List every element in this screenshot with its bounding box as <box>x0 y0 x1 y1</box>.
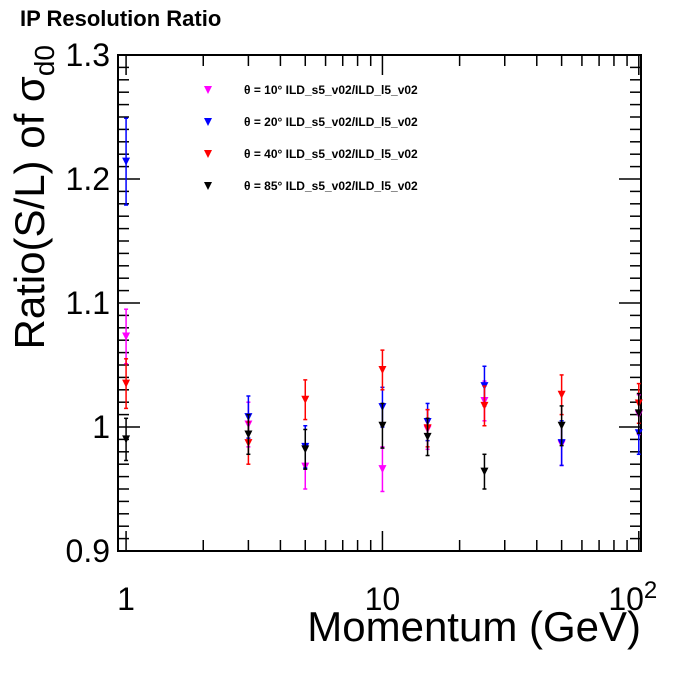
y-axis-title-main: Ratio(S/L) of σ <box>6 76 53 349</box>
data-point-theta-10 <box>122 332 131 341</box>
data-point-theta-40 <box>122 379 131 388</box>
data-points <box>122 117 643 493</box>
axis-ticks <box>118 54 641 552</box>
data-point-theta-20 <box>122 157 131 166</box>
data-point-theta-85 <box>301 445 310 454</box>
data-point-theta-10 <box>378 465 387 474</box>
data-point-theta-85 <box>557 421 566 430</box>
legend-label-theta-40: θ = 40° ILD_s5_v02/ILD_l5_v02 <box>244 147 418 161</box>
y-tick-label: 0.9 <box>66 533 110 569</box>
data-point-theta-40 <box>557 390 566 399</box>
x-tick-label: 10 <box>365 581 401 617</box>
x-tick-label: 1 <box>117 581 135 617</box>
legend-label-theta-10: θ = 10° ILD_s5_v02/ILD_l5_v02 <box>244 83 418 97</box>
legend-label-theta-20: θ = 20° ILD_s5_v02/ILD_l5_v02 <box>244 115 418 129</box>
data-point-theta-85 <box>423 432 432 441</box>
y-tick-labels: 0.9 1 1.1 1.2 1.3 <box>66 37 110 569</box>
data-point-theta-85 <box>244 430 253 439</box>
legend: θ = 10° ILD_s5_v02/ILD_l5_v02 θ = 20° ILD… <box>204 83 418 193</box>
legend-marker-theta-10 <box>204 86 212 94</box>
data-point-theta-40 <box>378 365 387 374</box>
x-axis-title: Momentum (GeV) <box>307 603 641 650</box>
y-axis-title: Ratio(S/L) of σd0 <box>6 45 60 350</box>
data-point-theta-40 <box>301 395 310 404</box>
data-point-theta-85 <box>480 467 489 476</box>
legend-marker-theta-85 <box>204 182 212 190</box>
x-tick-label: 102 <box>608 577 657 617</box>
legend-label-theta-85: θ = 85° ILD_s5_v02/ILD_l5_v02 <box>244 179 418 193</box>
x-tick-labels: 1 10 102 <box>117 577 657 617</box>
plot-frame <box>117 54 642 552</box>
data-point-theta-85 <box>122 435 131 444</box>
legend-marker-theta-40 <box>204 150 212 158</box>
y-tick-label: 1 <box>92 409 110 445</box>
data-point-theta-40 <box>480 401 489 410</box>
y-tick-label: 1.1 <box>66 285 110 321</box>
data-point-theta-85 <box>634 409 643 418</box>
y-tick-label: 1.2 <box>66 161 110 197</box>
y-axis-title-subscript: d0 <box>29 45 60 76</box>
data-point-theta-85 <box>378 421 387 430</box>
legend-marker-theta-20 <box>204 118 212 126</box>
y-tick-label: 1.3 <box>66 37 110 73</box>
plot-title: IP Resolution Ratio <box>20 6 222 31</box>
